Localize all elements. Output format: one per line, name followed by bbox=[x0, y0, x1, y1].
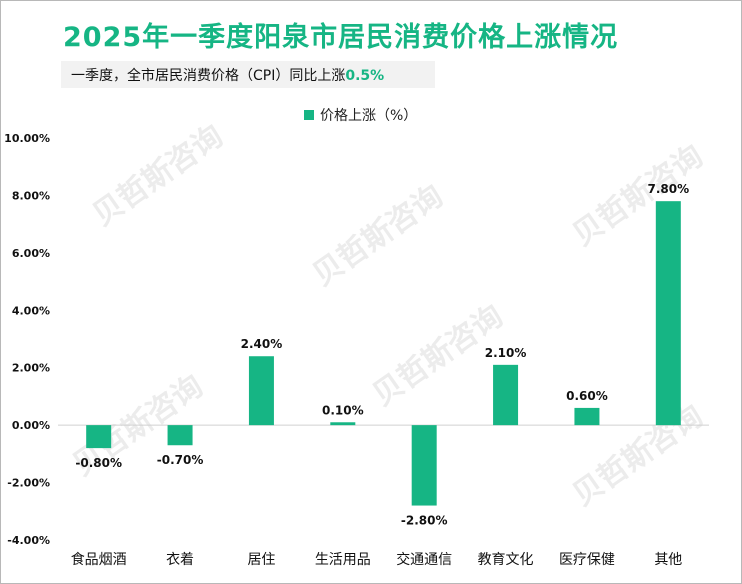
subtitle-highlight: 0.5% bbox=[345, 68, 385, 84]
y-tick-label: 6.00% bbox=[12, 247, 50, 260]
legend-swatch bbox=[304, 110, 314, 120]
data-label: 2.40% bbox=[241, 337, 283, 351]
y-tick-label: 0.00% bbox=[12, 419, 50, 432]
bar bbox=[655, 201, 681, 426]
x-tick-label: 食品烟酒 bbox=[71, 551, 127, 568]
bar bbox=[167, 425, 193, 446]
bar bbox=[493, 364, 519, 426]
bar bbox=[330, 422, 356, 426]
bar bbox=[411, 425, 437, 506]
x-tick-label: 教育文化 bbox=[478, 552, 534, 568]
y-tick-label: -2.00% bbox=[7, 477, 50, 490]
y-tick-label: 4.00% bbox=[12, 304, 50, 317]
x-tick-label: 医疗保健 bbox=[559, 552, 615, 568]
data-label: 2.10% bbox=[485, 346, 527, 360]
chart-legend: 价格上涨（%） bbox=[304, 105, 417, 125]
data-label: 0.60% bbox=[566, 389, 608, 403]
subtitle-box: 一季度，全市居民消费价格（CPI）同比上涨0.5% bbox=[61, 61, 435, 88]
bar bbox=[574, 407, 600, 426]
y-tick-label: 8.00% bbox=[12, 189, 50, 202]
data-label: -0.80% bbox=[75, 456, 122, 470]
x-tick-label: 交通通信 bbox=[396, 551, 452, 568]
x-tick-label: 衣着 bbox=[166, 552, 194, 568]
y-tick-label: 10.00% bbox=[4, 132, 50, 145]
x-tick-label: 居住 bbox=[247, 552, 275, 568]
x-tick-label: 其他 bbox=[654, 552, 682, 568]
data-label: 7.80% bbox=[647, 182, 689, 196]
x-tick-label: 生活用品 bbox=[315, 552, 371, 568]
bar bbox=[248, 356, 274, 426]
legend-label: 价格上涨（%） bbox=[320, 108, 418, 124]
y-tick-label: -4.00% bbox=[7, 534, 50, 547]
data-label: -2.80% bbox=[401, 514, 448, 528]
y-tick-label: 2.00% bbox=[12, 362, 50, 375]
page-title: 2025年一季度阳泉市居民消费价格上涨情况 bbox=[63, 22, 619, 53]
subtitle-text: 一季度，全市居民消费价格（CPI）同比上涨 bbox=[71, 68, 346, 84]
bar bbox=[86, 425, 112, 449]
data-label: -0.70% bbox=[157, 453, 204, 467]
data-label: 0.10% bbox=[322, 403, 364, 417]
